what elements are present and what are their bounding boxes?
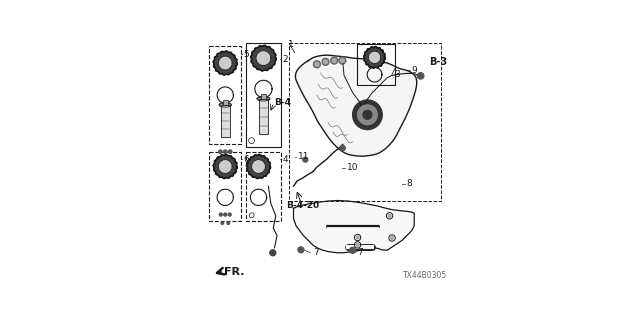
Text: 3: 3 [394, 70, 400, 79]
Text: B-3: B-3 [429, 57, 447, 67]
Circle shape [339, 57, 346, 64]
Text: B-4-20: B-4-20 [286, 202, 319, 211]
Circle shape [219, 150, 222, 154]
Bar [289, 43, 442, 201]
Circle shape [257, 51, 270, 65]
Circle shape [252, 46, 275, 70]
Circle shape [270, 250, 276, 256]
Polygon shape [294, 201, 414, 253]
Circle shape [349, 247, 356, 253]
Circle shape [248, 156, 269, 178]
Circle shape [219, 57, 232, 69]
Circle shape [224, 213, 227, 216]
Text: 7: 7 [313, 248, 319, 257]
Text: TX44B0305: TX44B0305 [403, 271, 447, 280]
Circle shape [363, 110, 372, 119]
Circle shape [331, 57, 338, 64]
Circle shape [353, 100, 382, 130]
Text: 10: 10 [346, 163, 358, 172]
Text: 8: 8 [407, 179, 413, 188]
Text: 7: 7 [358, 248, 364, 257]
Text: 6: 6 [243, 155, 249, 164]
Bar [221, 105, 230, 137]
Text: 2: 2 [282, 55, 288, 64]
Bar [223, 100, 228, 105]
Circle shape [417, 73, 424, 79]
Circle shape [227, 222, 230, 224]
Bar [259, 99, 268, 134]
Circle shape [314, 61, 321, 68]
Text: 11: 11 [298, 152, 310, 161]
Circle shape [228, 213, 231, 216]
Circle shape [214, 52, 236, 74]
Text: FR.: FR. [224, 268, 244, 277]
Bar [209, 152, 241, 221]
Text: 9: 9 [412, 66, 417, 75]
Bar [246, 43, 281, 147]
Polygon shape [296, 55, 417, 156]
Circle shape [388, 214, 391, 217]
Circle shape [315, 62, 319, 66]
Text: 4: 4 [282, 155, 288, 164]
Circle shape [340, 59, 344, 62]
Bar [209, 46, 241, 144]
Text: 5: 5 [243, 50, 249, 59]
Circle shape [214, 156, 236, 178]
Circle shape [298, 247, 304, 253]
Ellipse shape [219, 103, 231, 107]
Circle shape [221, 222, 223, 224]
Circle shape [365, 47, 385, 67]
Text: 1: 1 [288, 40, 294, 49]
Circle shape [324, 60, 328, 64]
Bar [357, 44, 394, 85]
Circle shape [223, 150, 227, 154]
Circle shape [228, 150, 232, 154]
Circle shape [220, 213, 222, 216]
Circle shape [322, 58, 329, 65]
Bar [261, 94, 266, 99]
Circle shape [340, 146, 345, 150]
Ellipse shape [257, 97, 270, 101]
Circle shape [369, 52, 380, 63]
Circle shape [332, 59, 336, 62]
Text: B-4: B-4 [275, 98, 291, 107]
Circle shape [303, 157, 308, 162]
Circle shape [390, 236, 394, 239]
Circle shape [219, 160, 232, 173]
Circle shape [358, 105, 378, 124]
Circle shape [356, 236, 359, 239]
Circle shape [252, 160, 265, 173]
Circle shape [356, 244, 359, 246]
Bar [246, 152, 281, 221]
